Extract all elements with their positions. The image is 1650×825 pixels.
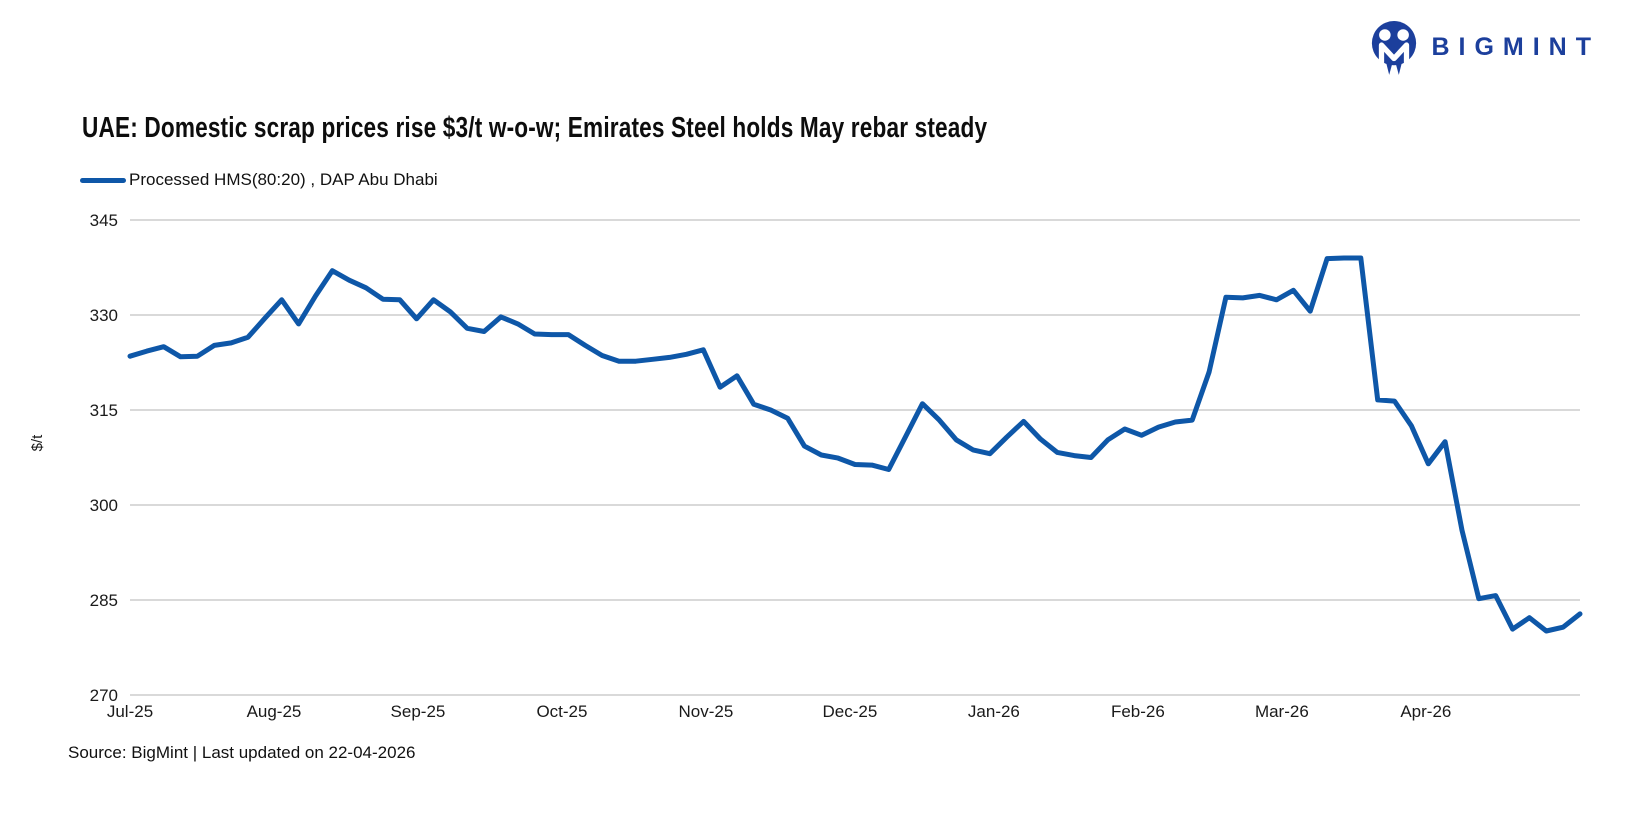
y-tick-label-300: 300 bbox=[90, 496, 118, 515]
x-tick-label-Nov-25: Nov-25 bbox=[679, 702, 734, 721]
x-tick-label-Dec-25: Dec-25 bbox=[823, 702, 878, 721]
x-tick-label-Apr-26: Apr-26 bbox=[1400, 702, 1451, 721]
x-tick-label-Feb-26: Feb-26 bbox=[1111, 702, 1165, 721]
source-note: Source: BigMint | Last updated on 22-04-… bbox=[68, 743, 416, 762]
x-tick-label-Oct-25: Oct-25 bbox=[536, 702, 587, 721]
y-tick-label-270: 270 bbox=[90, 686, 118, 705]
bigmint-logo: BIGMINT bbox=[1369, 18, 1600, 76]
chart-legend: Processed HMS(80:20) , DAP Abu Dhabi bbox=[80, 169, 438, 191]
legend-series-label: Processed HMS(80:20) , DAP Abu Dhabi bbox=[129, 170, 438, 189]
x-tick-label-Jan-26: Jan-26 bbox=[968, 702, 1020, 721]
x-tick-label-Aug-25: Aug-25 bbox=[247, 702, 302, 721]
series-line-processed-hms bbox=[127, 255, 1583, 634]
x-tick-label-Mar-26: Mar-26 bbox=[1255, 702, 1309, 721]
legend-line-swatch bbox=[80, 177, 126, 183]
y-axis-title: $/t bbox=[29, 434, 46, 452]
x-tick-label-Sep-25: Sep-25 bbox=[391, 702, 446, 721]
bigmint-logo-text: BIGMINT bbox=[1431, 32, 1600, 61]
bigmint-logo-icon bbox=[1372, 21, 1417, 75]
y-tick-label-315: 315 bbox=[90, 401, 118, 420]
x-tick-label-Jul-25: Jul-25 bbox=[107, 702, 153, 721]
y-tick-label-285: 285 bbox=[90, 591, 118, 610]
y-tick-label-330: 330 bbox=[90, 306, 118, 325]
y-tick-label-345: 345 bbox=[90, 211, 118, 230]
chart-title: UAE: Domestic scrap prices rise $3/t w-o… bbox=[82, 112, 988, 144]
